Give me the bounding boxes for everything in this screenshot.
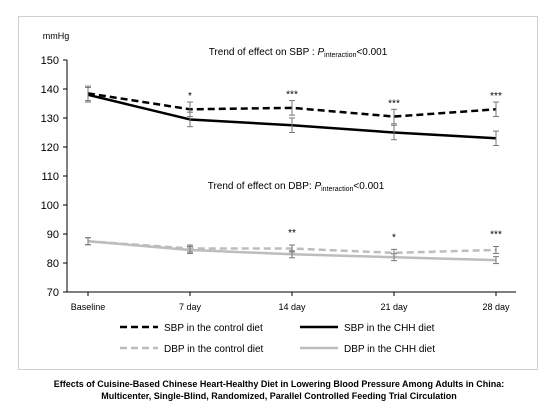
dbp-title-prefix: Trend of effect on DBP:: [208, 181, 315, 192]
error-bar: [85, 87, 91, 103]
error-bar: [289, 117, 295, 133]
y-tick-label: 80: [47, 258, 59, 270]
dbp-significance: *: [392, 232, 396, 243]
error-bar: [391, 253, 397, 262]
y-tick-label: 100: [41, 200, 59, 212]
x-tick-label: Baseline: [71, 302, 106, 312]
error-bar: [493, 101, 499, 118]
y-tick-label: 70: [47, 287, 59, 299]
error-bar: [493, 245, 499, 254]
caption-line-2: Multicenter, Single-Blind, Randomized, P…: [101, 391, 457, 401]
error-bar: [391, 108, 397, 125]
y-tick-label: 120: [41, 142, 59, 154]
caption-line-1: Effects of Cuisine-Based Chinese Heart-H…: [53, 379, 505, 389]
sbp-title-prefix: Trend of effect on SBP :: [209, 47, 318, 58]
x-tick-labels: Baseline 7 day 14 day 21 day 28 day: [71, 302, 510, 312]
legend-label: DBP in the CHH diet: [344, 344, 435, 355]
legend: SBP in the control diet SBP in the CHH di…: [120, 323, 435, 355]
sbp-title-p: P: [317, 47, 324, 58]
significance-labels: * *********** * ***: [188, 90, 502, 244]
series-group: [85, 85, 499, 265]
y-tick-label: 130: [41, 113, 59, 125]
error-bar: [493, 130, 499, 147]
x-tick-label: 14 day: [278, 302, 306, 312]
legend-item-1: SBP in the control diet: [120, 323, 263, 334]
y-tick-label: 150: [41, 55, 59, 67]
sbp-trend-title: Trend of effect on SBP : Pinteraction<0.…: [209, 47, 388, 59]
sbp-significance: ***: [490, 91, 502, 102]
error-bar: [493, 256, 499, 265]
dbp-significance: **: [288, 228, 296, 239]
error-bar: [289, 250, 295, 259]
legend-label: SBP in the control diet: [164, 323, 263, 334]
legend-label: DBP in the control diet: [164, 344, 264, 355]
chart-axes: [63, 59, 516, 296]
y-tick-label: 110: [41, 171, 59, 183]
dbp-title-suffix: <0.001: [353, 181, 384, 192]
sbp-significance: ***: [388, 98, 400, 109]
error-bar: [289, 100, 295, 116]
legend-item-3: DBP in the control diet: [120, 344, 264, 355]
bp-line-chart: 70 80 90 100 110 120 130 140 150 Baseline 7 day 14…: [41, 31, 516, 355]
legend-item-2: SBP in the CHH diet: [300, 323, 435, 334]
figure-caption: Effects of Cuisine-Based Chinese Heart-H…: [0, 378, 558, 402]
y-tick-label: 90: [47, 229, 59, 241]
sbp-title-suffix: <0.001: [356, 47, 387, 58]
error-bar: [391, 124, 397, 141]
sbp-significance: *: [188, 91, 192, 102]
series-line-1: [87, 92, 497, 118]
dbp-trend-title: Trend of effect on DBP: Pinteraction<0.0…: [208, 181, 385, 193]
error-bar: [187, 245, 193, 254]
x-tick-label: 28 day: [482, 302, 510, 312]
error-bar: [85, 237, 91, 246]
sbp-significance: ***: [286, 90, 298, 101]
dbp-title-sub: interaction: [321, 186, 353, 193]
legend-label: SBP in the CHH diet: [344, 323, 435, 334]
error-bar: [187, 111, 193, 128]
x-tick-label: 21 day: [380, 302, 408, 312]
x-tick-label: 7 day: [179, 302, 202, 312]
y-axis-label: mmHg: [43, 31, 70, 41]
sbp-title-sub: interaction: [324, 52, 356, 59]
dbp-title-p: P: [314, 181, 321, 192]
chart-frame: [18, 16, 538, 370]
legend-item-4: DBP in the CHH diet: [300, 344, 435, 355]
dbp-significance: ***: [490, 229, 502, 240]
y-tick-labels: 70 80 90 100 110 120 130 140 150: [41, 55, 59, 299]
y-tick-label: 140: [41, 84, 59, 96]
